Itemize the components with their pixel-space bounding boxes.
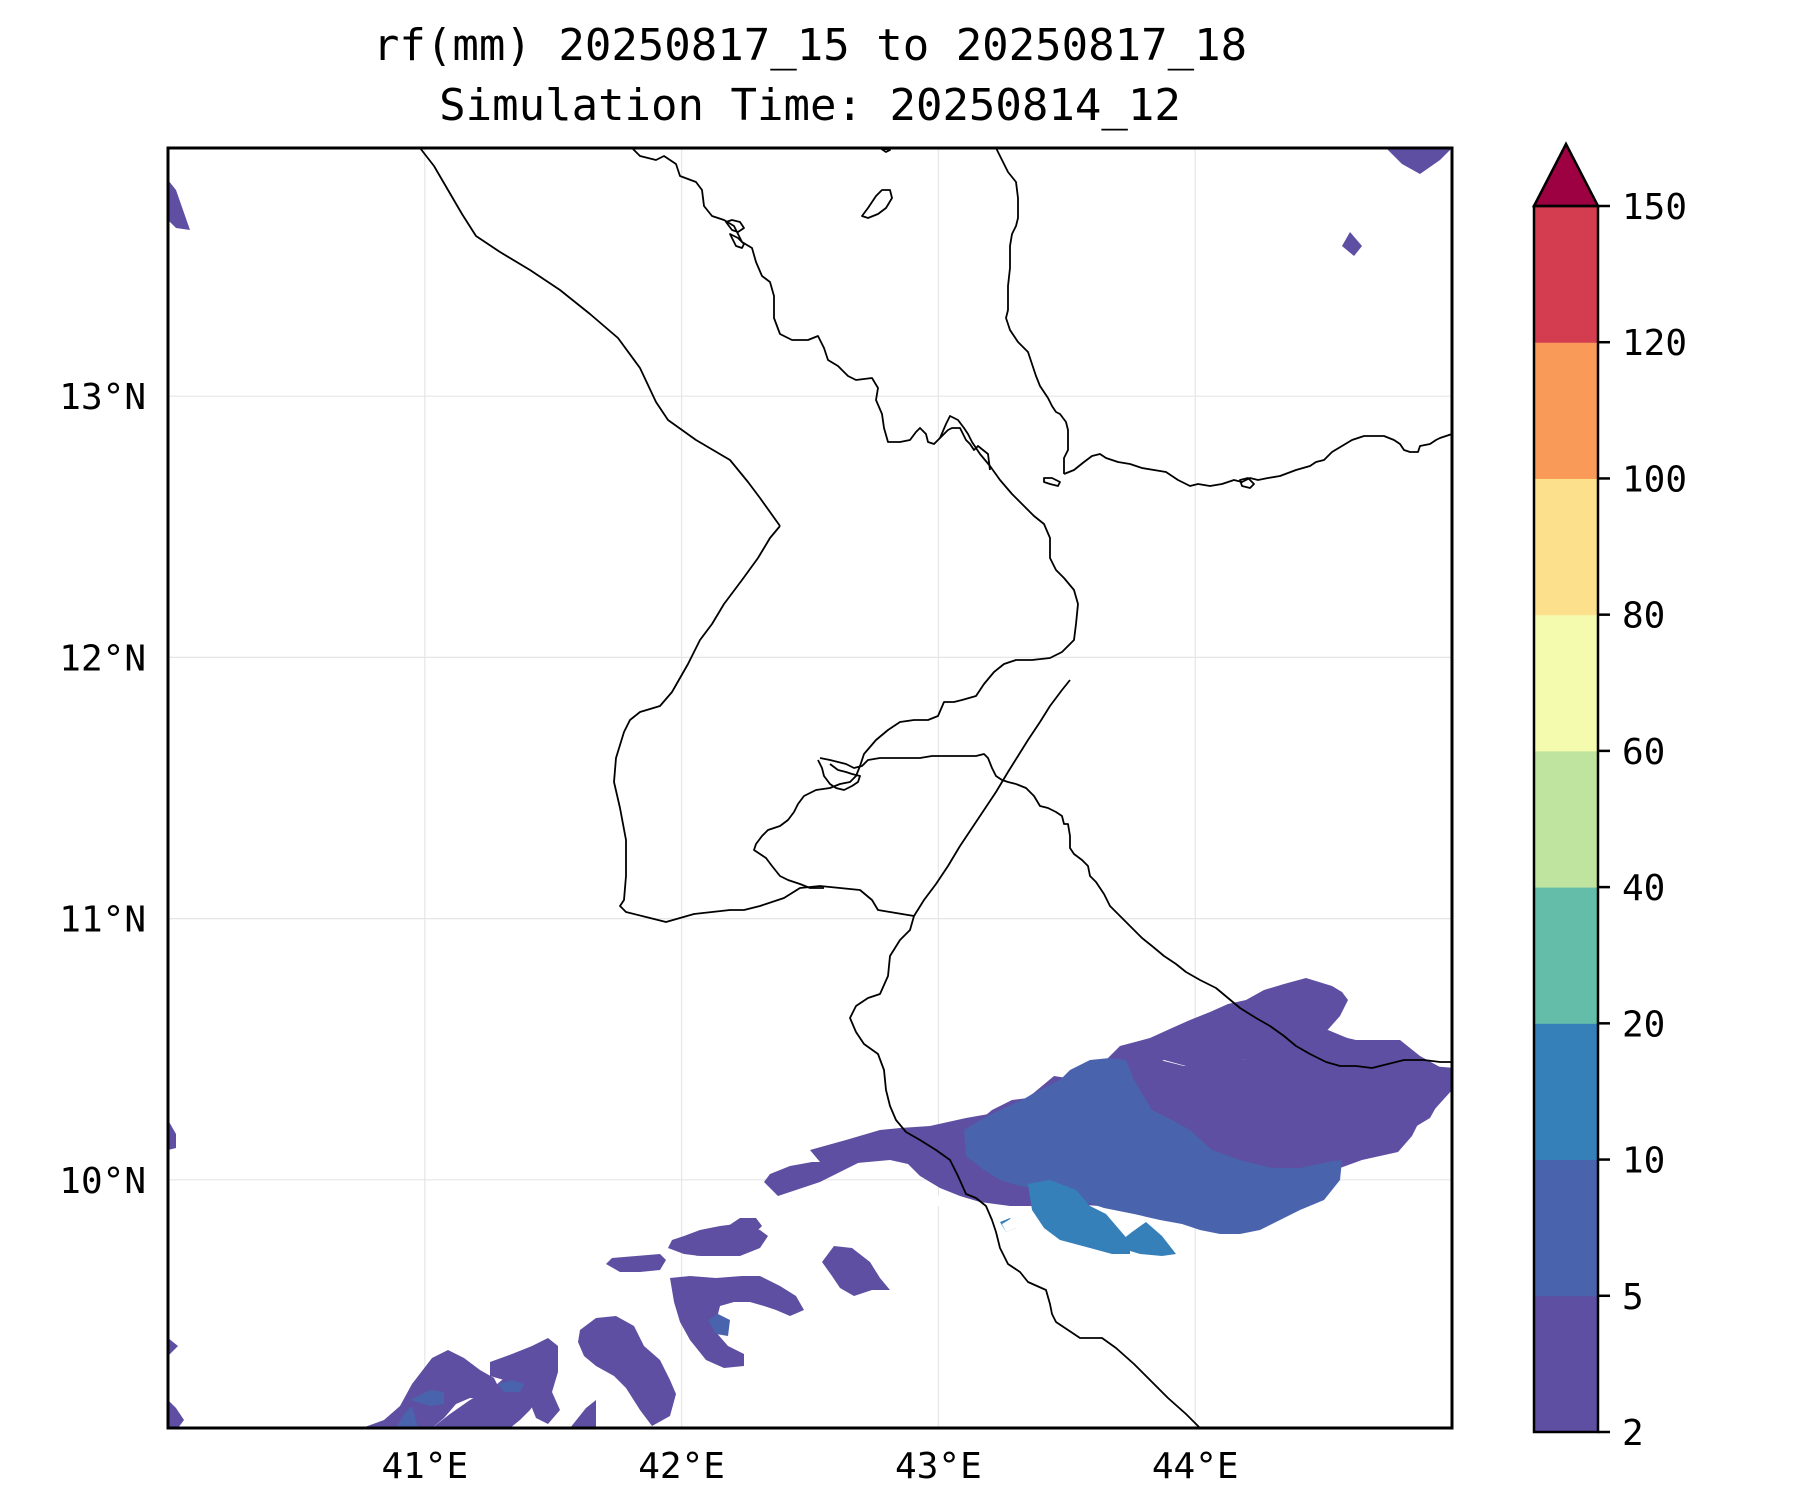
rainfall-holes — [880, 1192, 1016, 1232]
border-ethiopia-somaliland — [849, 915, 1201, 1428]
border-djibouti-somaliland — [913, 679, 1071, 917]
rainfall-contours — [168, 148, 1452, 1428]
rain-core-10-20-2 — [1114, 1222, 1176, 1256]
map-frame — [166, 146, 1454, 1430]
colorbar-segment — [1534, 614, 1598, 752]
lon-tick-label: 43°E — [895, 1446, 982, 1487]
rain-area-edge-2 — [168, 1120, 176, 1150]
rain-area-small-2 — [606, 1254, 666, 1272]
rain-core-5-10-sw-4 — [708, 1314, 730, 1336]
rain-area-southwest-5 — [432, 1358, 548, 1428]
rain-area-southwest-4 — [362, 1350, 500, 1428]
lat-tick-label: 11°N — [59, 900, 146, 941]
coastlines-and-borders — [419, 148, 1452, 1428]
coast-eritrea — [631, 148, 991, 471]
coast-somaliland-1 — [1015, 783, 1452, 1069]
colorbar-tick-label: 100 — [1622, 459, 1687, 500]
coast-eritrea-2 — [753, 415, 1079, 889]
lat-tick-label: 10°N — [59, 1161, 146, 1202]
longitude-tick-labels: 41°E 42°E 43°E 44°E — [381, 1446, 1238, 1487]
lon-tick-label: 44°E — [1152, 1446, 1239, 1487]
latitude-tick-labels: 10°N 11°N 12°N 13°N — [59, 377, 146, 1202]
island-5 — [1239, 477, 1255, 489]
title-line-1: rf(mm) 20250817_15 to 20250817_18 — [373, 20, 1247, 71]
colorbar-extend-max — [1531, 141, 1601, 208]
lon-tick-label: 41°E — [381, 1446, 468, 1487]
colorbar-tick-label: 20 — [1622, 1004, 1665, 1045]
coast-tadjoura-lake — [817, 759, 861, 791]
colorbar-segment — [1534, 206, 1598, 343]
colorbar-tick-label: 120 — [1622, 323, 1687, 364]
rain-area-southwest-6 — [570, 1400, 596, 1428]
colorbar-segment — [1534, 1295, 1598, 1433]
island-4 — [1043, 477, 1061, 487]
colorbar-segment — [1534, 1023, 1598, 1161]
colorbar-tick-label: 10 — [1622, 1141, 1665, 1182]
colorbar-tick-label: 150 — [1622, 187, 1687, 228]
rain-hole-2 — [1002, 1218, 1016, 1232]
rain-area-small-1 — [696, 1218, 762, 1256]
rain-area-northeast-2 — [1342, 232, 1362, 256]
colorbar-segment — [1534, 750, 1598, 888]
rain-core-5-10-east — [1270, 1172, 1324, 1210]
border-eritrea-ethiopia — [419, 148, 781, 527]
island-2 — [725, 219, 745, 233]
colorbar-frame — [1532, 204, 1600, 1434]
colorbar-tick-label: 60 — [1622, 732, 1665, 773]
colorbar-tick-label: 40 — [1622, 868, 1665, 909]
rain-core-10-20 — [1028, 1180, 1130, 1254]
colorbar-segment — [1534, 887, 1598, 1024]
rain-area-southwest-2 — [578, 1316, 676, 1426]
coast-yemen-west — [995, 148, 1069, 474]
island-3 — [729, 233, 745, 249]
colorbar: 2 5 10 20 40 60 80 100 120 150 — [1531, 141, 1687, 1454]
rain-area-northeast-1 — [1386, 148, 1452, 174]
rain-area-edge-3 — [168, 1338, 178, 1356]
lat-tick-label: 13°N — [59, 377, 146, 418]
colorbar-segment — [1534, 342, 1598, 479]
rain-hole-1 — [880, 1192, 948, 1208]
gridlines — [168, 148, 1452, 1428]
border-ethiopia-djibouti — [613, 525, 915, 923]
colorbar-segment — [1534, 478, 1598, 616]
colorbar-tick-label: 80 — [1622, 596, 1665, 637]
lat-tick-label: 12°N — [59, 638, 146, 679]
lon-tick-label: 42°E — [638, 1446, 725, 1487]
title-line-2: Simulation Time: 20250814_12 — [439, 80, 1181, 131]
colorbar-tick-label: 5 — [1622, 1277, 1644, 1318]
rain-core-5-10-sw-3 — [396, 1406, 418, 1428]
coast-djibouti-tadjoura — [819, 753, 1017, 785]
colorbar-segment — [1534, 1159, 1598, 1297]
rain-core-5-10-sw-1 — [410, 1390, 444, 1406]
colorbar-tick-label: 2 — [1622, 1413, 1644, 1454]
rain-area-small-3 — [822, 1246, 890, 1296]
map-panel: 41°E 42°E 43°E 44°E 10°N 11°N 12°N 13°N — [59, 146, 1454, 1487]
rain-area-edge-4 — [168, 1400, 184, 1428]
rain-area-edge-1 — [168, 180, 190, 230]
rain-area-southwest — [670, 1276, 804, 1368]
rain-area-ridge — [1016, 978, 1348, 1104]
rain-area-east-tail — [1344, 1050, 1452, 1158]
coast-yemen-south — [1063, 433, 1452, 487]
island-1 — [861, 189, 893, 219]
rain-core-5-10-sw-2 — [498, 1380, 524, 1392]
